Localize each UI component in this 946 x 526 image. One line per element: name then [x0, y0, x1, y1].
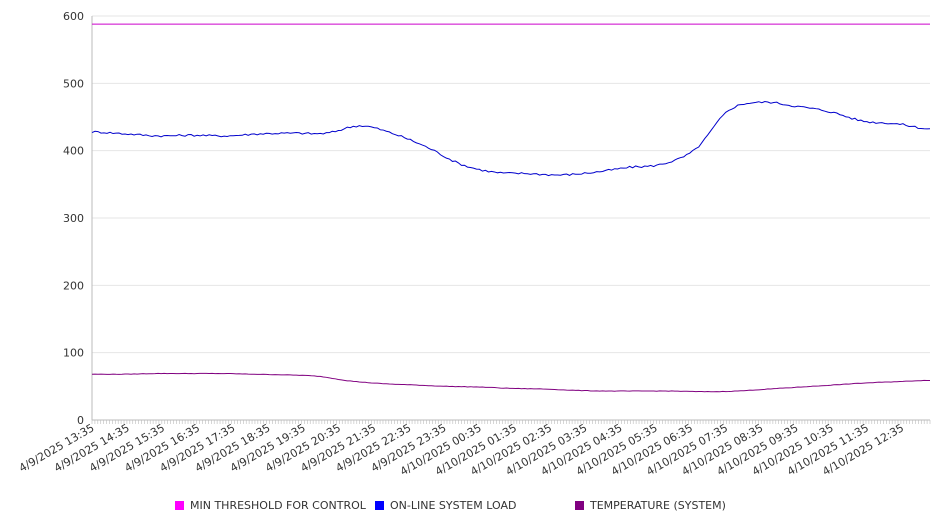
- y-tick-label: 600: [63, 10, 84, 23]
- series-line: [91, 100, 931, 177]
- y-tick-label: 400: [63, 145, 84, 158]
- legend: MIN THRESHOLD FOR CONTROL ON-LINE SYSTEM …: [175, 499, 726, 512]
- y-axis-ticks: 0 100 200 300 400 500 600: [63, 10, 84, 427]
- y-tick-label: 0: [77, 414, 84, 427]
- y-tick-label: 100: [63, 347, 84, 360]
- legend-label: ON-LINE SYSTEM LOAD: [390, 499, 516, 512]
- series-lines: [91, 23, 931, 393]
- legend-swatch: [375, 501, 384, 510]
- x-axis-ticks: 4/9/2025 13:354/9/2025 14:354/9/2025 15:…: [17, 420, 931, 478]
- y-tick-label: 500: [63, 77, 84, 90]
- legend-swatch: [575, 501, 584, 510]
- legend-swatch: [175, 501, 184, 510]
- y-tick-label: 200: [63, 279, 84, 292]
- legend-label: MIN THRESHOLD FOR CONTROL: [190, 499, 367, 512]
- y-tick-label: 300: [63, 212, 84, 225]
- legend-label: TEMPERATURE (SYSTEM): [589, 499, 726, 512]
- series-line: [91, 372, 931, 393]
- grid-lines: [92, 15, 930, 354]
